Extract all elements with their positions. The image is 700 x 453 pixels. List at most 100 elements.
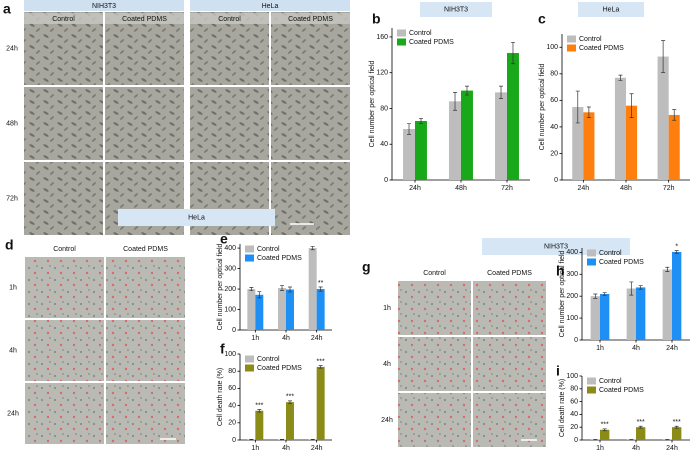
micrograph-image [398,337,471,391]
row-label: 24h [7,410,19,417]
micrograph-image [190,12,269,85]
y-tick-label: 100 [546,44,558,51]
bar [403,129,415,180]
error-bar [672,109,677,121]
y-tick-label: 40 [570,411,578,418]
error-bar [287,400,292,404]
error-bar [280,438,285,441]
y-tick-label: 160 [376,34,388,41]
legend-label: Coated PDMS [599,387,644,394]
x-tick-label: 48h [620,185,632,192]
y-tick-label: 0 [574,337,578,344]
y-tick-label: 20 [570,424,578,431]
x-tick-label: 4h [282,335,290,342]
group-header [190,0,350,11]
bar [247,289,256,330]
significance-label: *** [673,419,681,426]
bar [662,269,672,340]
legend-label: Control [599,378,622,385]
micrograph-image [473,281,546,335]
error-bar [310,438,315,441]
micrograph-image [190,87,269,160]
legend-swatch [245,364,254,372]
x-tick-label: 24h [666,345,678,352]
row-label: 1h [9,284,17,291]
y-tick-label: 20 [228,420,236,427]
legend-swatch [245,355,254,363]
y-axis-label: Cell number per optical field [539,64,546,151]
error-bar [310,246,315,251]
bar [668,114,680,180]
y-tick-label: 0 [232,437,236,444]
error-bar [499,85,504,99]
y-tick-label: 300 [224,265,236,272]
column-label: Coated PDMS [123,246,168,253]
x-tick-label: 4h [282,445,290,452]
y-tick-label: 40 [228,402,236,409]
y-tick-label: 0 [384,177,388,184]
x-tick-label: 4h [632,445,640,452]
x-tick-label: 4h [632,345,640,352]
bar [572,107,584,180]
column-label-bg [105,13,184,24]
y-tick-label: 100 [566,373,578,380]
micrograph-image [25,320,104,381]
x-tick-label: 48h [455,185,467,192]
error-bar [638,425,643,429]
error-bar [629,93,634,118]
bar [636,287,646,340]
bar [600,429,610,440]
error-bar [674,425,679,429]
x-tick-label: 24h [577,185,589,192]
x-tick-label: 1h [596,345,604,352]
y-tick-label: 60 [550,97,558,104]
micrograph-image [398,281,471,335]
panel-letter: b [372,11,381,27]
column-label: Coated PDMS [122,16,167,23]
panel-letter: e [220,231,228,247]
bar [316,289,325,330]
x-tick-label: 1h [251,445,259,452]
group-title: NIH3T3 [92,3,116,10]
x-tick-label: 1h [596,445,604,452]
micrograph-image [24,162,103,235]
bar [308,248,317,330]
error-bar [249,438,254,441]
bar [507,53,519,180]
micrograph-image [106,383,185,444]
row-label: 24h [6,45,18,52]
bar [461,90,473,180]
y-tick-label: 80 [570,386,578,393]
y-tick-label: 100 [224,306,236,313]
micrograph-image [25,257,104,318]
y-tick-label: 40 [550,124,558,131]
y-axis-label: Cell number per optical field [217,244,224,331]
legend-swatch [567,35,576,43]
error-bar [318,286,323,292]
error-bar [629,281,634,296]
micrograph-image [106,320,185,381]
x-tick-label: 24h [311,445,323,452]
bar [278,288,286,330]
error-bar [257,409,262,413]
row-label: 1h [383,305,391,312]
legend-swatch [587,258,596,266]
panel-letter: i [556,363,560,379]
legend-label: Coated PDMS [599,259,644,266]
legend-swatch [397,38,406,46]
legend-label: Control [409,30,432,37]
error-bar [575,90,580,124]
error-bar [510,41,515,65]
y-tick-label: 300 [566,271,578,278]
significance-label: *** [601,422,609,429]
x-tick-label: 72h [501,185,513,192]
panel-letter: d [5,237,14,253]
micrograph-image [271,87,350,160]
y-tick-label: 200 [566,293,578,300]
panel-letter: g [362,259,371,275]
error-bar [593,293,598,299]
bar [672,427,682,440]
significance-label: *** [637,419,645,426]
bar [626,105,638,180]
bar [590,296,600,340]
